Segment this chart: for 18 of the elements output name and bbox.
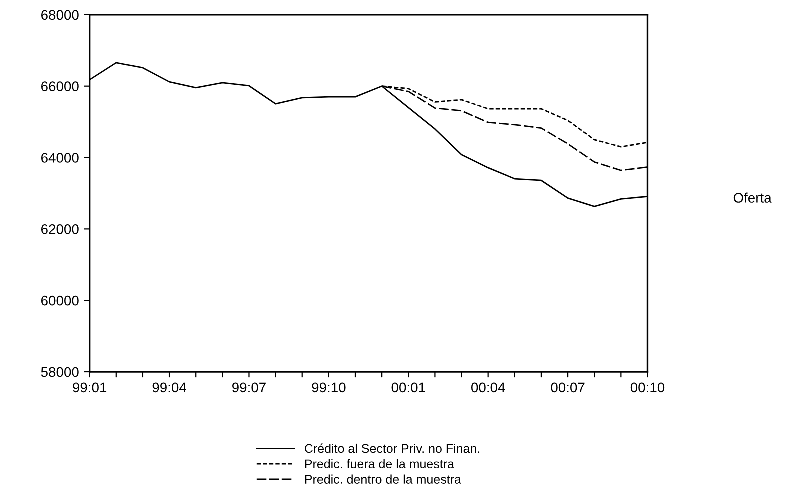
x-tick-label: 00:07 xyxy=(551,382,585,393)
y-tick-label: 58000 xyxy=(41,367,79,378)
y-tick-label: 62000 xyxy=(42,224,79,234)
y-tick-label: 68000 xyxy=(42,10,79,20)
x-tick-label: 99:04 xyxy=(152,382,187,393)
y-tick-label: 64000 xyxy=(42,153,79,163)
legend-label: Crédito al Sector Priv. no Finan. xyxy=(305,444,480,454)
legend-label: Predic. fuera de la muestra xyxy=(305,459,454,469)
y-tick-label: 66000 xyxy=(42,82,79,92)
x-tick-label: 00:04 xyxy=(472,382,506,393)
legend-label: Predic. dentro de la muestra xyxy=(305,474,462,484)
x-tick-label: 99:07 xyxy=(232,382,266,393)
x-tick-label: 99:01 xyxy=(73,382,107,393)
y-tick-label: 60000 xyxy=(42,296,79,306)
x-tick-label: 00:10 xyxy=(630,382,665,393)
x-tick-label: 00:01 xyxy=(392,382,426,393)
text: Oferta xyxy=(734,192,772,203)
x-tick-label: 99:10 xyxy=(312,382,346,393)
